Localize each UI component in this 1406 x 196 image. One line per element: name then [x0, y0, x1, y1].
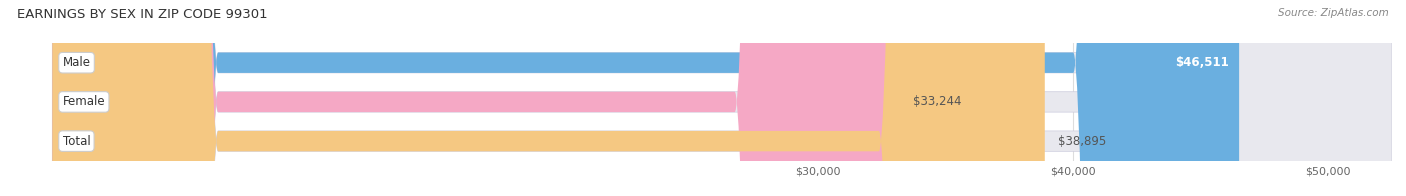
FancyBboxPatch shape — [52, 0, 1392, 196]
Text: EARNINGS BY SEX IN ZIP CODE 99301: EARNINGS BY SEX IN ZIP CODE 99301 — [17, 8, 267, 21]
Text: Total: Total — [62, 135, 90, 148]
Text: $33,244: $33,244 — [914, 95, 962, 108]
FancyBboxPatch shape — [52, 0, 1239, 196]
FancyBboxPatch shape — [52, 0, 1045, 196]
Text: Source: ZipAtlas.com: Source: ZipAtlas.com — [1278, 8, 1389, 18]
FancyBboxPatch shape — [52, 0, 1392, 196]
Text: $38,895: $38,895 — [1057, 135, 1105, 148]
Text: Male: Male — [62, 56, 90, 69]
FancyBboxPatch shape — [52, 0, 901, 196]
Text: $46,511: $46,511 — [1175, 56, 1229, 69]
Text: Female: Female — [62, 95, 105, 108]
FancyBboxPatch shape — [52, 0, 1392, 196]
